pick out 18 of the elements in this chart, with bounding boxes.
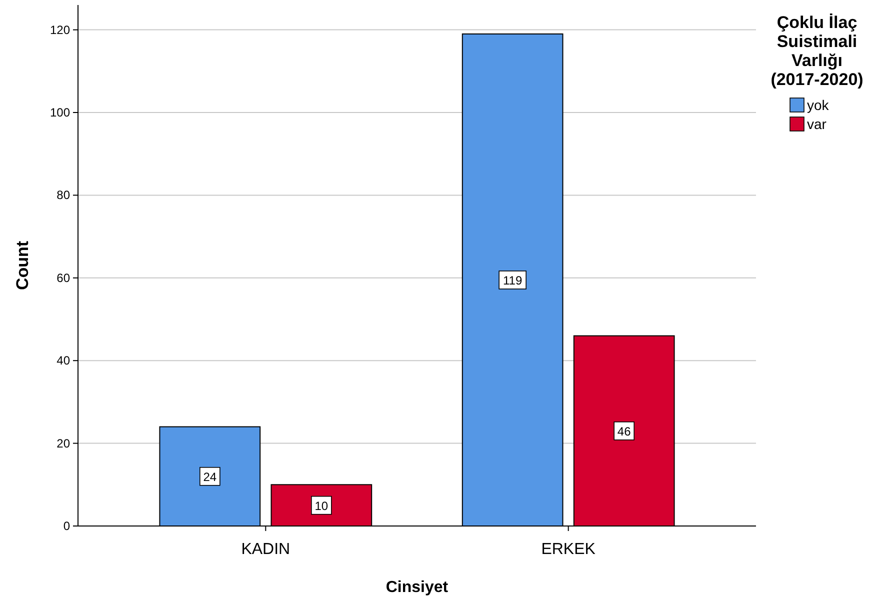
y-tick-label: 80	[56, 188, 70, 202]
legend-title: Çoklu İlaç Suistimali Varlığı (2017-2020)	[770, 13, 864, 89]
x-tick-label: KADIN	[241, 541, 290, 558]
data-label: 46	[617, 424, 632, 438]
legend-label: yok	[807, 97, 830, 113]
legend-label: var	[807, 116, 827, 132]
y-tick-label: 100	[50, 106, 70, 120]
x-axis-title: Cinsiyet	[386, 579, 449, 596]
data-label: 119	[503, 273, 522, 288]
y-tick-label: 0	[63, 519, 70, 533]
y-tick-label: 120	[50, 22, 70, 37]
x-tick-label: ERKEK	[541, 541, 596, 558]
y-tick-label: 20	[56, 436, 70, 450]
data-label: 24	[203, 470, 217, 484]
data-label: 10	[314, 498, 328, 513]
y-tick-label: 60	[56, 270, 70, 285]
y-tick-label: 40	[56, 354, 70, 368]
y-axis-title: Count	[13, 240, 32, 290]
